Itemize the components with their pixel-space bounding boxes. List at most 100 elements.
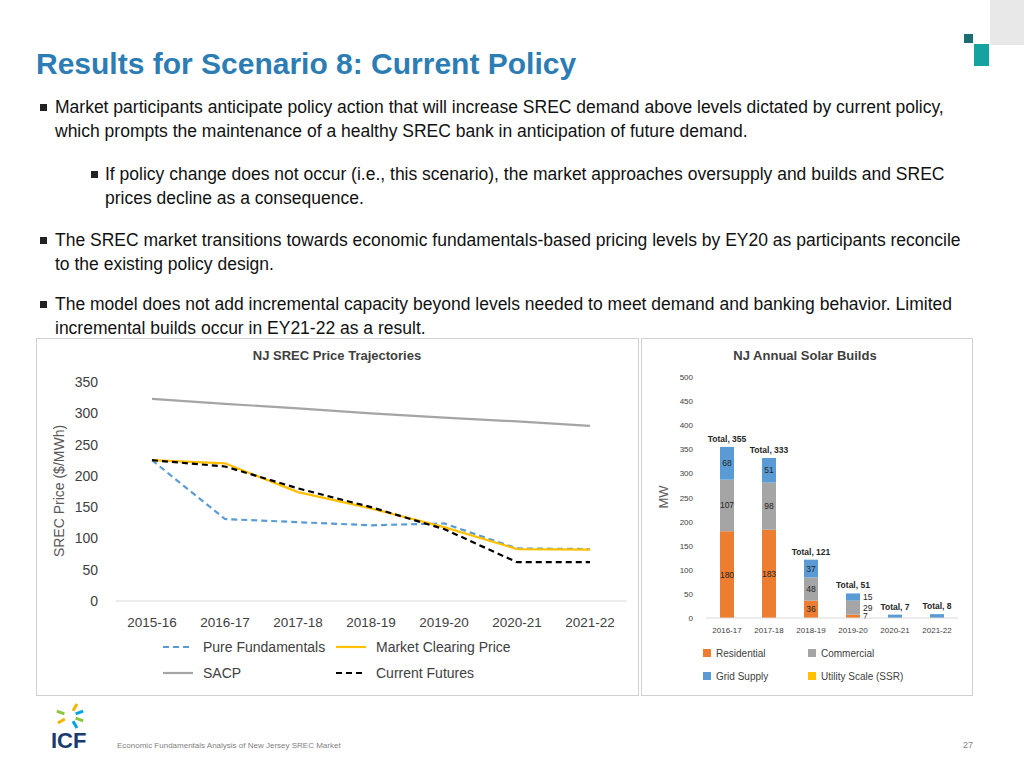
data-label: 107 bbox=[720, 500, 734, 510]
bar-segment bbox=[804, 601, 818, 618]
bar-segment bbox=[930, 614, 944, 618]
panel bbox=[37, 339, 639, 696]
bar-segment bbox=[804, 559, 818, 560]
data-label: 37 bbox=[806, 564, 816, 574]
category-label: 2019-20 bbox=[838, 626, 868, 635]
data-labels: 18010768183985136483772915Total, 355Tota… bbox=[708, 434, 952, 621]
data-label: 51 bbox=[764, 465, 774, 475]
tick bbox=[111, 475, 116, 476]
bar-segment bbox=[804, 560, 818, 578]
bullet-text: Market participants anticipate policy ac… bbox=[55, 96, 965, 143]
tick bbox=[111, 444, 116, 445]
bar-segment bbox=[762, 458, 776, 483]
bullet-text: The model does not add incremental capac… bbox=[55, 293, 965, 340]
data-label: 7 bbox=[863, 611, 868, 621]
decoration bbox=[974, 44, 989, 66]
data-label: 15 bbox=[863, 592, 873, 602]
chart-title: NJ Annual Solar Builds bbox=[733, 348, 876, 363]
decoration bbox=[990, 0, 1024, 45]
axis-line bbox=[116, 601, 627, 602]
bar-segment bbox=[846, 593, 860, 594]
tick-label: 250 bbox=[680, 494, 694, 503]
bullet-marker bbox=[40, 301, 47, 308]
footer: Economic Fundamentals Analysis of New Je… bbox=[117, 741, 341, 750]
tick-label: 200 bbox=[75, 468, 99, 484]
tick-label: 200 bbox=[680, 518, 694, 527]
bar-segment bbox=[720, 531, 734, 618]
category-label: 2017-18 bbox=[754, 626, 784, 635]
tick bbox=[701, 569, 706, 570]
tick bbox=[111, 413, 116, 414]
legend-swatch bbox=[336, 672, 366, 674]
tick-label: 50 bbox=[82, 562, 98, 578]
legend-label: Market Clearing Price bbox=[376, 639, 511, 655]
bar-segment bbox=[888, 614, 902, 615]
total-label: Total, 8 bbox=[922, 601, 951, 611]
tick bbox=[111, 538, 116, 539]
slide-title: Results for Scenario 8: Current Policy bbox=[36, 47, 576, 81]
tick bbox=[111, 601, 116, 602]
bullet-marker bbox=[91, 171, 98, 178]
legend-label: Pure Fundamentals bbox=[203, 639, 325, 655]
category-label: 2018-19 bbox=[346, 615, 396, 630]
tick bbox=[701, 377, 706, 378]
axis-line bbox=[706, 618, 958, 619]
tick-label: 400 bbox=[680, 421, 694, 430]
plot bbox=[152, 399, 590, 562]
series-line bbox=[152, 460, 590, 562]
category-label: 2021-22 bbox=[922, 626, 952, 635]
total-label: Total, 355 bbox=[708, 434, 747, 444]
series-line bbox=[152, 399, 590, 426]
category-label: 2019-20 bbox=[419, 615, 469, 630]
bar-segment bbox=[720, 447, 734, 480]
tick bbox=[701, 401, 706, 402]
bar-segment bbox=[930, 614, 944, 615]
tick bbox=[701, 473, 706, 474]
legend-label: Grid Supply bbox=[716, 671, 768, 682]
bar-segment bbox=[762, 530, 776, 618]
logo-ray bbox=[76, 718, 84, 721]
tick bbox=[111, 507, 116, 508]
tick bbox=[701, 449, 706, 450]
category-label: 2021-22 bbox=[565, 615, 615, 630]
bar-segment bbox=[888, 615, 902, 618]
tick-label: 50 bbox=[684, 590, 693, 599]
tick bbox=[701, 425, 706, 426]
tick bbox=[701, 545, 706, 546]
logo-ray bbox=[73, 704, 77, 711]
tick-label: 0 bbox=[90, 593, 98, 609]
category-label: 2016-17 bbox=[712, 626, 742, 635]
data-label: 180 bbox=[720, 570, 734, 580]
total-label: Total, 7 bbox=[880, 602, 909, 612]
data-label: 48 bbox=[806, 584, 816, 594]
category-label: 2020-21 bbox=[880, 626, 910, 635]
bar-segment bbox=[846, 601, 860, 615]
axis-label: SREC Price ($/MWh) bbox=[51, 425, 67, 557]
category-label: 2015-16 bbox=[127, 615, 177, 630]
tick bbox=[701, 497, 706, 498]
tick-label: 500 bbox=[680, 373, 694, 382]
total-label: Total, 333 bbox=[750, 445, 789, 455]
bullet-marker bbox=[40, 237, 47, 244]
tick-label: 300 bbox=[680, 469, 694, 478]
logo-ray bbox=[76, 711, 84, 714]
series-line bbox=[152, 460, 590, 549]
logo-ray bbox=[57, 711, 65, 714]
bar-segment bbox=[720, 480, 734, 532]
tick bbox=[701, 618, 706, 619]
tick-label: 150 bbox=[75, 499, 99, 515]
bar-segment bbox=[804, 578, 818, 601]
legend-label: SACP bbox=[203, 665, 241, 681]
bar-segment bbox=[762, 457, 776, 458]
data-label: 68 bbox=[722, 458, 732, 468]
tick-label: 250 bbox=[75, 437, 99, 453]
legend-swatch bbox=[163, 672, 193, 674]
tick bbox=[111, 382, 116, 383]
legend-label: Residential bbox=[716, 648, 765, 659]
bar-segment bbox=[720, 446, 734, 447]
bullet-marker bbox=[40, 104, 47, 111]
bar-segment bbox=[846, 615, 860, 618]
tick bbox=[701, 593, 706, 594]
data-label: 98 bbox=[764, 501, 774, 511]
bar-segment bbox=[846, 593, 860, 600]
